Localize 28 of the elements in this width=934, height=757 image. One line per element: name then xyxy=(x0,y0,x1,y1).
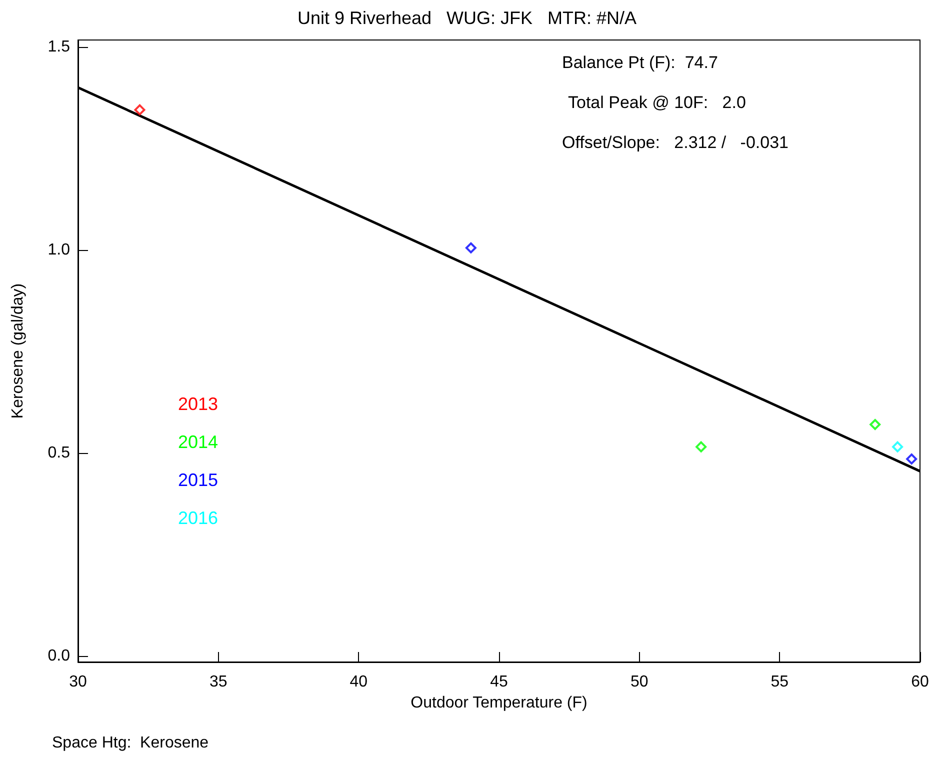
point xyxy=(906,453,918,464)
point xyxy=(870,418,881,430)
text: 2014 xyxy=(178,432,218,452)
annotation: Offset/Slope: 2.312 / -0.031 xyxy=(562,133,788,152)
annotation: Balance Pt (F): 74.7 xyxy=(562,53,718,72)
point xyxy=(465,242,476,254)
text: Space Htg: Kerosene xyxy=(52,734,209,752)
x-tick-label: 60 xyxy=(911,674,929,690)
text: 2015 xyxy=(178,470,218,490)
x-tick-label: 30 xyxy=(69,674,87,690)
x-tick-label: 45 xyxy=(490,674,508,690)
y-tick-label: 0.0 xyxy=(48,647,70,664)
x-tick-label: 35 xyxy=(209,674,228,690)
y-axis-title: Kerosene (gal/day) xyxy=(10,283,26,419)
x-axis-title: Outdoor Temperature (F) xyxy=(410,694,588,712)
x-tick-label: 55 xyxy=(770,674,789,690)
text: 2016 xyxy=(178,508,218,528)
point xyxy=(892,441,904,452)
x-tick-label: 50 xyxy=(630,674,648,690)
y-tick-label: 1.5 xyxy=(48,38,70,56)
y-tick-label: 0.5 xyxy=(48,444,70,462)
text: 2013 xyxy=(178,394,218,414)
annotation: Total Peak @ 10F: 2.0 xyxy=(568,93,746,112)
y-tick-label: 1.0 xyxy=(48,241,70,258)
point xyxy=(134,104,146,116)
x-tick-label: 40 xyxy=(350,674,368,690)
point xyxy=(696,441,707,452)
chart-title: Unit 9 Riverhead WUG: JFK MTR: #N/A xyxy=(297,8,637,28)
